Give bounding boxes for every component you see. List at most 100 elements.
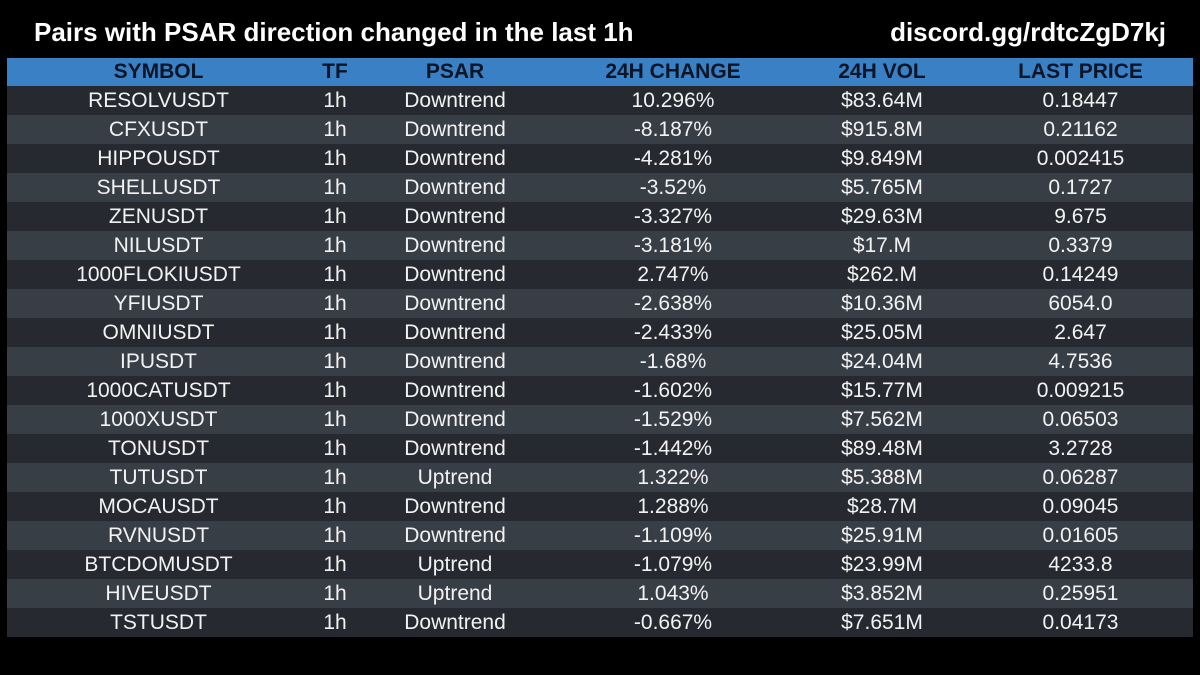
price-cell: 9.675 [968, 202, 1193, 231]
discord-link[interactable]: discord.gg/rdtcZgD7kj [890, 17, 1166, 47]
tf-cell: 1h [310, 550, 360, 579]
price-cell: 0.06287 [968, 463, 1193, 492]
volume-cell: $29.63M [796, 202, 968, 231]
price-cell: 3.2728 [968, 434, 1193, 463]
psar-cell: Downtrend [360, 86, 550, 115]
column-header-last-price[interactable]: LAST PRICE [968, 58, 1193, 86]
symbol-cell: 1000FLOKIUSDT [7, 260, 310, 289]
volume-cell: $83.64M [796, 86, 968, 115]
table-row[interactable]: RVNUSDT 1h Downtrend -1.109% $25.91M 0.01605 [7, 521, 1193, 550]
price-cell: 4.7536 [968, 347, 1193, 376]
psar-cell: Downtrend [360, 173, 550, 202]
change-cell: -4.281% [550, 144, 796, 173]
table-row[interactable]: TONUSDT 1h Downtrend -1.442% $89.48M 3.2728 [7, 434, 1193, 463]
column-header-24h-change[interactable]: 24H CHANGE [550, 58, 796, 86]
column-header-tf[interactable]: TF [310, 58, 360, 86]
tf-cell: 1h [310, 579, 360, 608]
tf-cell: 1h [310, 608, 360, 637]
change-cell: -3.52% [550, 173, 796, 202]
volume-cell: $24.04M [796, 347, 968, 376]
change-cell: -3.181% [550, 231, 796, 260]
symbol-cell: NILUSDT [7, 231, 310, 260]
change-cell: 1.288% [550, 492, 796, 521]
table-row[interactable]: CFXUSDT 1h Downtrend -8.187% $915.8M 0.21162 [7, 115, 1193, 144]
change-cell: -1.529% [550, 405, 796, 434]
volume-cell: $3.852M [796, 579, 968, 608]
volume-cell: $9.849M [796, 144, 968, 173]
table-row[interactable]: HIVEUSDT 1h Uptrend 1.043% $3.852M 0.25951 [7, 579, 1193, 608]
volume-cell: $262.M [796, 260, 968, 289]
change-cell: -8.187% [550, 115, 796, 144]
psar-cell: Downtrend [360, 405, 550, 434]
psar-cell: Downtrend [360, 347, 550, 376]
symbol-cell: 1000CATUSDT [7, 376, 310, 405]
symbol-cell: BTCDOMUSDT [7, 550, 310, 579]
psar-cell: Uptrend [360, 463, 550, 492]
symbol-cell: MOCAUSDT [7, 492, 310, 521]
symbol-cell: RESOLVUSDT [7, 86, 310, 115]
table-body: RESOLVUSDT 1h Downtrend 10.296% $83.64M 0.184… [7, 86, 1193, 637]
tf-cell: 1h [310, 463, 360, 492]
change-cell: -1.68% [550, 347, 796, 376]
change-cell: -1.079% [550, 550, 796, 579]
table-row[interactable]: OMNIUSDT 1h Downtrend -2.433% $25.05M 2.647 [7, 318, 1193, 347]
price-cell: 0.002415 [968, 144, 1193, 173]
tf-cell: 1h [310, 173, 360, 202]
table-row[interactable]: 1000XUSDT 1h Downtrend -1.529% $7.562M 0.0650… [7, 405, 1193, 434]
price-cell: 6054.0 [968, 289, 1193, 318]
symbol-cell: TUTUSDT [7, 463, 310, 492]
table-row[interactable]: YFIUSDT 1h Downtrend -2.638% $10.36M 6054.0 [7, 289, 1193, 318]
volume-cell: $915.8M [796, 115, 968, 144]
change-cell: -2.638% [550, 289, 796, 318]
table-row[interactable]: SHELLUSDT 1h Downtrend -3.52% $5.765M 0.1727 [7, 173, 1193, 202]
psar-cell: Downtrend [360, 202, 550, 231]
tf-cell: 1h [310, 521, 360, 550]
volume-cell: $28.7M [796, 492, 968, 521]
tf-cell: 1h [310, 318, 360, 347]
price-cell: 0.21162 [968, 115, 1193, 144]
psar-cell: Downtrend [360, 115, 550, 144]
symbol-cell: TSTUSDT [7, 608, 310, 637]
change-cell: -1.109% [550, 521, 796, 550]
tf-cell: 1h [310, 376, 360, 405]
price-cell: 0.04173 [968, 608, 1193, 637]
psar-cell: Uptrend [360, 579, 550, 608]
volume-cell: $7.651M [796, 608, 968, 637]
column-header-symbol[interactable]: SYMBOL [7, 58, 310, 86]
price-cell: 0.09045 [968, 492, 1193, 521]
table-row[interactable]: 1000FLOKIUSDT 1h Downtrend 2.747% $262.M 0.14… [7, 260, 1193, 289]
tf-cell: 1h [310, 144, 360, 173]
volume-cell: $15.77M [796, 376, 968, 405]
tf-cell: 1h [310, 492, 360, 521]
tf-cell: 1h [310, 231, 360, 260]
table-row[interactable]: HIPPOUSDT 1h Downtrend -4.281% $9.849M 0.0024… [7, 144, 1193, 173]
table-row[interactable]: IPUSDT 1h Downtrend -1.68% $24.04M 4.7536 [7, 347, 1193, 376]
price-cell: 2.647 [968, 318, 1193, 347]
table-row[interactable]: NILUSDT 1h Downtrend -3.181% $17.M 0.3379 [7, 231, 1193, 260]
price-cell: 0.18447 [968, 86, 1193, 115]
psar-cell: Downtrend [360, 434, 550, 463]
table-row[interactable]: TUTUSDT 1h Uptrend 1.322% $5.388M 0.06287 [7, 463, 1193, 492]
tf-cell: 1h [310, 347, 360, 376]
psar-cell: Downtrend [360, 231, 550, 260]
change-cell: 1.043% [550, 579, 796, 608]
symbol-cell: HIPPOUSDT [7, 144, 310, 173]
volume-cell: $25.05M [796, 318, 968, 347]
tf-cell: 1h [310, 86, 360, 115]
price-cell: 0.1727 [968, 173, 1193, 202]
tf-cell: 1h [310, 405, 360, 434]
column-header-24h-vol[interactable]: 24H VOL [796, 58, 968, 86]
table-row[interactable]: 1000CATUSDT 1h Downtrend -1.602% $15.77M 0.00… [7, 376, 1193, 405]
price-cell: 0.009215 [968, 376, 1193, 405]
table-row[interactable]: BTCDOMUSDT 1h Uptrend -1.079% $23.99M 4233.8 [7, 550, 1193, 579]
table-row[interactable]: MOCAUSDT 1h Downtrend 1.288% $28.7M 0.09045 [7, 492, 1193, 521]
change-cell: -1.602% [550, 376, 796, 405]
table-row[interactable]: TSTUSDT 1h Downtrend -0.667% $7.651M 0.04173 [7, 608, 1193, 637]
pairs-table: SYMBOL TF PSAR 24H CHANGE 24H VOL LAST P… [7, 58, 1193, 637]
symbol-cell: YFIUSDT [7, 289, 310, 318]
column-header-psar[interactable]: PSAR [360, 58, 550, 86]
price-cell: 0.14249 [968, 260, 1193, 289]
table-row[interactable]: RESOLVUSDT 1h Downtrend 10.296% $83.64M 0.184… [7, 86, 1193, 115]
table-row[interactable]: ZENUSDT 1h Downtrend -3.327% $29.63M 9.675 [7, 202, 1193, 231]
table-header-row: SYMBOL TF PSAR 24H CHANGE 24H VOL LAST P… [7, 58, 1193, 86]
